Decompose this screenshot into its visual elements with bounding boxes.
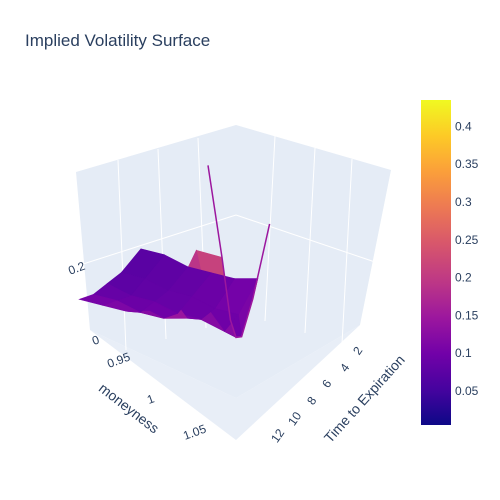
colorbar-tick-label: 0.35 (455, 157, 479, 171)
y-tick-label: 8 (304, 394, 319, 408)
surface-edge-line (207, 165, 271, 339)
grid-line (117, 159, 127, 351)
grid-line (341, 158, 353, 345)
colorbar-tick-label: 0.15 (455, 308, 479, 322)
x-tick-label: 1.05 (181, 422, 208, 443)
z-tick-label: 0 (90, 332, 101, 348)
back-wall-right (236, 125, 391, 398)
x-tick-label: 0.95 (105, 350, 132, 371)
x-tick-label: 1 (145, 391, 156, 407)
y-tick-label: 4 (337, 361, 352, 375)
grid-line (235, 214, 376, 263)
colorbar-tick-label: 0.4 (455, 120, 472, 134)
surface-patch (78, 294, 118, 306)
colorbar-tick-label: 0.1 (455, 346, 472, 360)
y-axis-title: Time to Expiration (321, 352, 408, 446)
x-axis-title: moneyness (96, 380, 162, 437)
volatility-surface[interactable] (78, 165, 271, 339)
colorbar-tick-label: 0.2 (455, 271, 472, 285)
colorbar-tick-label: 0.3 (455, 195, 472, 209)
colorbar-ticks: 0.05 0.1 0.15 0.2 0.25 0.3 0.35 0.4 (455, 120, 479, 399)
y-tick-label: 10 (285, 409, 304, 428)
y-tick-label: 12 (268, 426, 287, 445)
colorbar-gradient (421, 100, 451, 425)
y-tick-label: 2 (350, 344, 365, 358)
grid-line (264, 135, 276, 322)
floor-plane (90, 325, 360, 440)
y-tick-label: 6 (319, 377, 334, 391)
3d-scene[interactable] (76, 125, 391, 440)
z-tick-label: 0.2 (66, 259, 87, 278)
colorbar-tick-label: 0.25 (455, 233, 479, 247)
colorbar: 0.05 0.1 0.15 0.2 0.25 0.3 0.35 0.4 (421, 100, 479, 425)
chart-title: Implied Volatility Surface (25, 31, 210, 50)
colorbar-tick-label: 0.05 (455, 384, 479, 398)
grid-line (79, 214, 237, 266)
